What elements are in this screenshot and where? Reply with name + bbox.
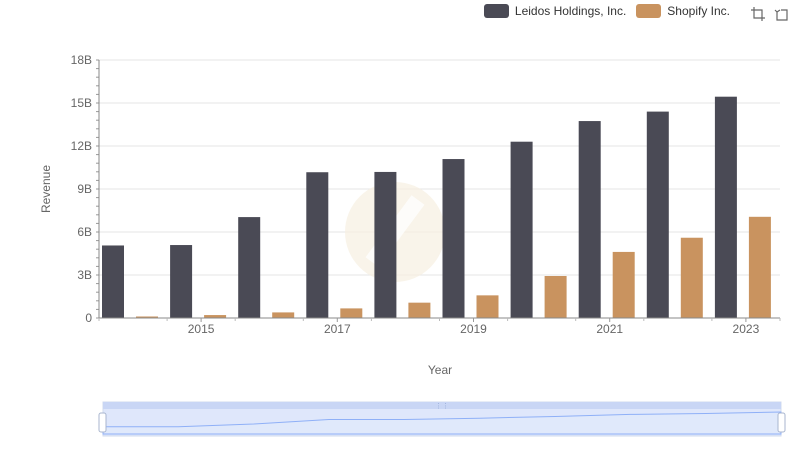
bar-leidos-2018[interactable] (374, 171, 397, 318)
bar-shopify-2017[interactable] (340, 308, 363, 318)
y-axis: 0 3B 6B 9B 12B 15B 18B (71, 53, 100, 325)
y-tick-label: 15B (71, 96, 92, 110)
legend-item-shopify[interactable]: Shopify Inc. (636, 4, 730, 18)
y-tick-label: 12B (71, 139, 92, 153)
bar-shopify-2014[interactable] (136, 316, 158, 318)
bar-shopify-2021[interactable] (612, 251, 635, 318)
bars (102, 96, 771, 319)
bar-leidos-2015[interactable] (170, 245, 193, 318)
y-axis-title: Revenue (39, 165, 53, 213)
bar-shopify-2019[interactable] (476, 295, 499, 318)
y-tick-label: 9B (77, 182, 92, 196)
zoom-handle-left[interactable] (98, 412, 107, 433)
bar-leidos-2017[interactable] (306, 172, 329, 318)
y-tick-label: 3B (77, 268, 92, 282)
bar-shopify-2016[interactable] (272, 312, 295, 318)
toolbox (750, 6, 790, 22)
x-axis-title: Year (428, 363, 452, 377)
bar-shopify-2022[interactable] (680, 237, 703, 318)
y-tick-label: 0 (85, 311, 92, 325)
x-tick-label: 2015 (188, 322, 215, 336)
x-tick-label: 2019 (460, 322, 487, 336)
data-zoom-slider[interactable]: ⋮⋮ (98, 401, 786, 437)
bar-leidos-2019[interactable] (442, 159, 465, 318)
x-tick-label: 2023 (733, 322, 760, 336)
legend-label-shopify: Shopify Inc. (667, 4, 730, 18)
x-tick-label: 2021 (596, 322, 623, 336)
zoom-slider-grip-icon[interactable]: ⋮⋮ (435, 403, 449, 410)
y-tick-label: 6B (77, 225, 92, 239)
bar-leidos-2022[interactable] (646, 111, 669, 318)
bar-shopify-2018[interactable] (408, 302, 431, 318)
x-tick-label: 2017 (324, 322, 351, 336)
bar-shopify-2020[interactable] (544, 276, 567, 318)
zoom-icon[interactable] (750, 6, 766, 22)
legend-label-leidos: Leidos Holdings, Inc. (514, 4, 627, 18)
legend: Leidos Holdings, Inc. Shopify Inc. (483, 4, 730, 18)
bar-shopify-2015[interactable] (204, 315, 227, 318)
bar-shopify-2023[interactable] (748, 216, 771, 318)
x-axis: 2015 2017 2019 2021 2023 (98, 317, 781, 336)
bar-leidos-2023[interactable] (714, 96, 737, 319)
zoom-handle-right[interactable] (777, 412, 786, 433)
zoom-slider-top-bar[interactable] (103, 402, 781, 409)
legend-item-leidos[interactable]: Leidos Holdings, Inc. (483, 4, 627, 18)
bar-leidos-2014[interactable] (102, 245, 124, 318)
bar-leidos-2021[interactable] (578, 121, 601, 318)
bar-leidos-2016[interactable] (238, 217, 261, 318)
restore-icon[interactable] (774, 6, 790, 22)
zoom-slider-preview (102, 411, 782, 435)
bar-leidos-2020[interactable] (510, 141, 533, 318)
legend-swatch-shopify (636, 4, 662, 18)
y-tick-label: 18B (71, 53, 92, 67)
legend-swatch-leidos (483, 4, 509, 18)
